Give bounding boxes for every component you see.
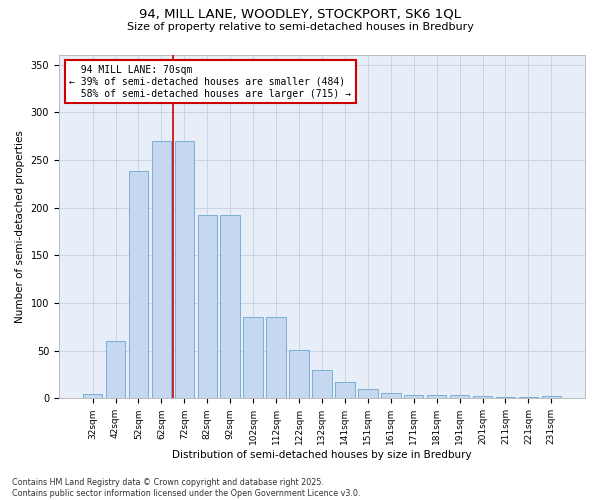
Text: Size of property relative to semi-detached houses in Bredbury: Size of property relative to semi-detach… — [127, 22, 473, 32]
Text: 94 MILL LANE: 70sqm
← 39% of semi-detached houses are smaller (484)
  58% of sem: 94 MILL LANE: 70sqm ← 39% of semi-detach… — [70, 66, 352, 98]
Bar — [542, 396, 561, 398]
Bar — [106, 341, 125, 398]
Bar — [128, 172, 148, 398]
Bar — [244, 318, 263, 398]
Bar — [335, 382, 355, 398]
Bar — [289, 350, 309, 399]
Bar — [358, 389, 377, 398]
Bar — [473, 396, 492, 398]
Bar — [450, 396, 469, 398]
X-axis label: Distribution of semi-detached houses by size in Bredbury: Distribution of semi-detached houses by … — [172, 450, 472, 460]
Bar — [220, 215, 240, 398]
Bar — [152, 141, 171, 399]
Bar — [404, 394, 424, 398]
Bar — [175, 141, 194, 399]
Text: 94, MILL LANE, WOODLEY, STOCKPORT, SK6 1QL: 94, MILL LANE, WOODLEY, STOCKPORT, SK6 1… — [139, 8, 461, 20]
Bar — [83, 394, 103, 398]
Bar — [266, 318, 286, 398]
Y-axis label: Number of semi-detached properties: Number of semi-detached properties — [15, 130, 25, 323]
Bar — [381, 392, 401, 398]
Text: Contains HM Land Registry data © Crown copyright and database right 2025.
Contai: Contains HM Land Registry data © Crown c… — [12, 478, 361, 498]
Bar — [312, 370, 332, 398]
Bar — [197, 215, 217, 398]
Bar — [427, 396, 446, 398]
